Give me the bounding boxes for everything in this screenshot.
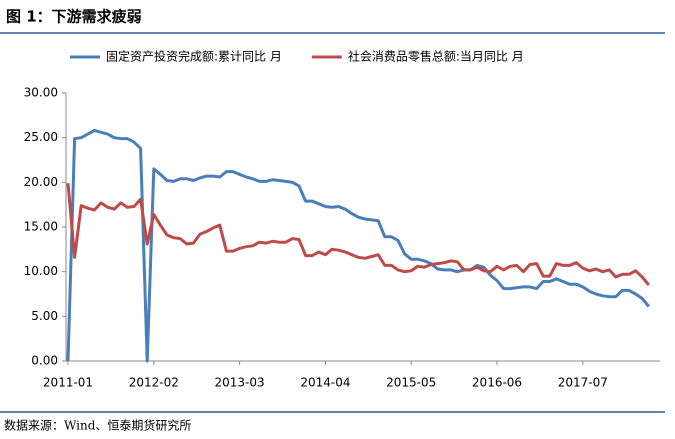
y-tick-label: 25.00: [24, 130, 58, 144]
series-line: [66, 183, 650, 287]
y-tick-label: 10.00: [24, 264, 58, 278]
y-tick-label: 5.00: [31, 309, 58, 323]
x-tick-label: 2012-02: [129, 376, 179, 390]
x-tick-label: 2015-05: [386, 376, 436, 390]
x-tick-label: 2011-01: [43, 376, 93, 390]
legend-label: 固定资产投资完成额:累计同比 月: [106, 49, 282, 64]
x-tick-label: 2017-07: [558, 376, 608, 390]
x-tick-label: 2013-03: [215, 376, 265, 390]
series-line: [66, 129, 650, 363]
y-tick-label: 0.00: [31, 354, 58, 368]
y-tick-label: 20.00: [24, 175, 58, 189]
source: 数据来源：Wind、恒泰期货研究所: [4, 418, 191, 433]
chart-title: 图 1：下游需求疲弱: [6, 8, 142, 26]
y-tick-label: 15.00: [24, 220, 58, 234]
x-tick-label: 2016-06: [472, 376, 522, 390]
legend-label: 社会消费品零售总额:当月同比 月: [348, 49, 524, 64]
y-tick-label: 30.00: [24, 86, 58, 100]
x-tick-label: 2014-04: [300, 376, 350, 390]
